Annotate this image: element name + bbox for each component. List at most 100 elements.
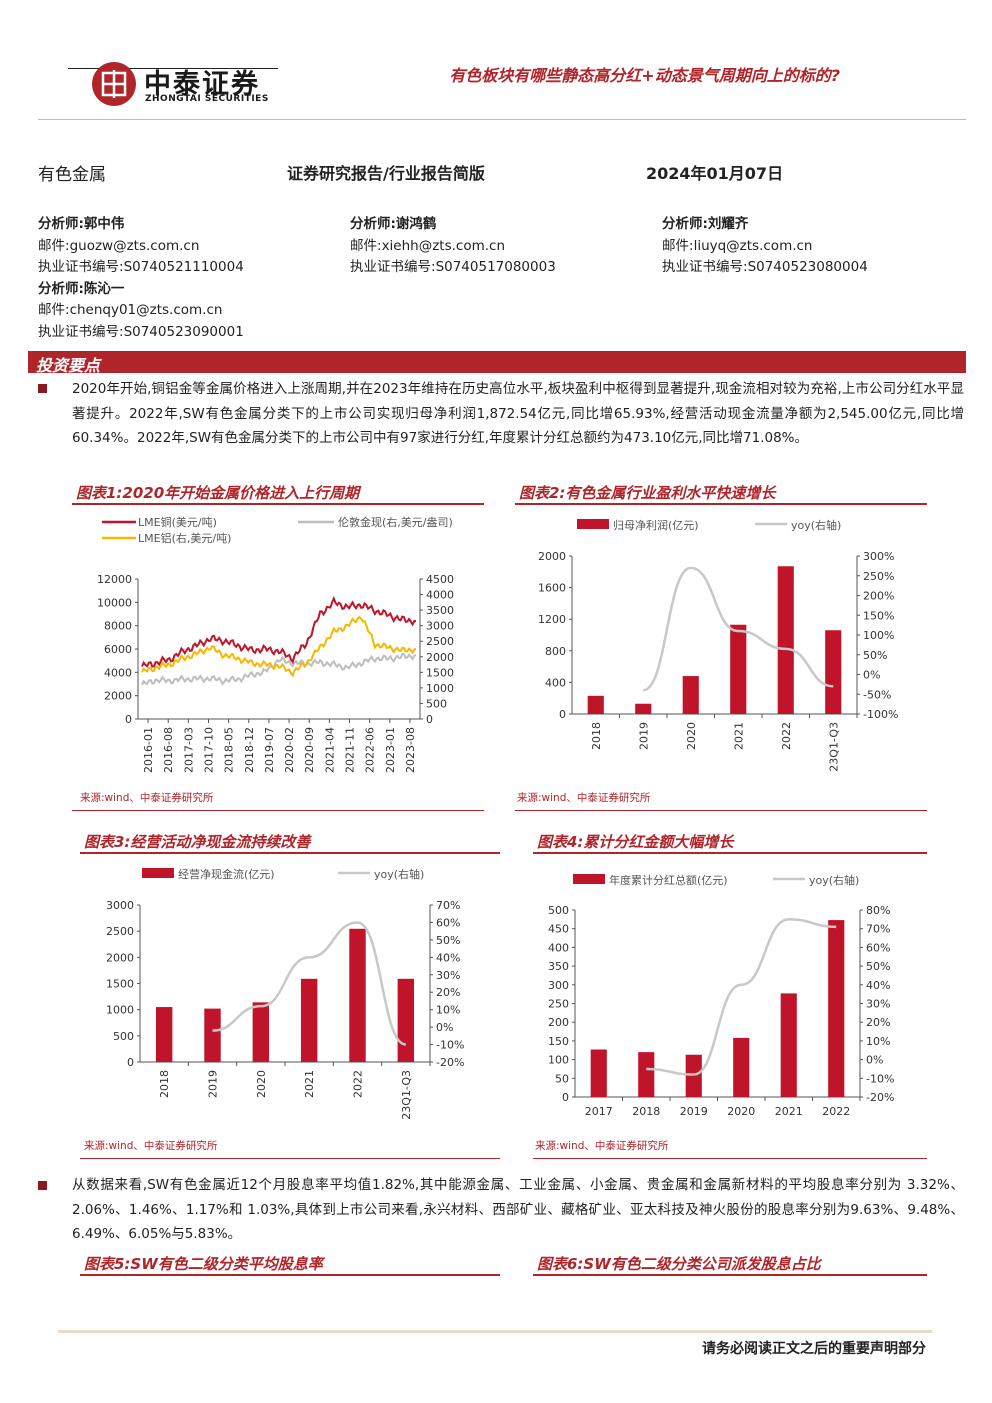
- bar: [733, 1037, 750, 1097]
- y-left-tick-label: 1500: [106, 978, 134, 991]
- y-left-tick-label: 500: [113, 1030, 134, 1043]
- bar: [204, 1008, 221, 1062]
- x-tick-label: 2018-12: [243, 727, 256, 773]
- y-left-tick-label: 800: [545, 645, 566, 658]
- analyst-email[interactable]: xiehh@zts.com.cn: [381, 237, 506, 254]
- x-tick-label: 2020-09: [303, 727, 316, 773]
- logo-subtext: ZHONGTAI SECURITIES: [145, 94, 269, 104]
- y-left-tick-label: 100: [548, 1054, 569, 1067]
- y-left-tick-label: 250: [548, 998, 569, 1011]
- analyst-name: 刘耀齐: [707, 216, 749, 232]
- bar: [590, 1049, 607, 1097]
- report-date: 2024年01月07日: [646, 164, 784, 183]
- analyst-card: 分析师:刘耀齐 邮件:liuyq@zts.com.cn 执业证书编号:S0740…: [662, 214, 868, 279]
- y-left-tick-label: 200: [548, 1016, 569, 1029]
- analyst-email[interactable]: liuyq@zts.com.cn: [693, 237, 813, 254]
- footer-disclaimer: 请务必阅读正文之后的重要声明部分: [702, 1341, 926, 1357]
- figure-title: 图表6:SW有色二级分类公司派发股息占比: [537, 1255, 821, 1273]
- legend-bar-label: 归母净利润(亿元): [613, 518, 699, 532]
- bar: [685, 1054, 702, 1097]
- y-right-tick-label: 150%: [863, 609, 894, 622]
- y-left-tick-label: 4000: [104, 666, 132, 679]
- x-tick-label: 2016-08: [162, 727, 175, 773]
- x-tick-label: 2023-08: [404, 727, 417, 773]
- x-tick-label: 2017: [585, 1105, 613, 1118]
- bar: [349, 928, 366, 1062]
- figure-bottom-rule: [515, 810, 927, 811]
- y-left-tick-label: 2000: [104, 690, 132, 703]
- y-left-tick-label: 450: [548, 923, 569, 936]
- y-left-tick-label: 400: [548, 941, 569, 954]
- figure-rule: [80, 1274, 500, 1276]
- analyst-email[interactable]: guozw@zts.com.cn: [69, 237, 200, 254]
- footer-rule: [58, 1330, 932, 1333]
- bar: [638, 1052, 655, 1097]
- analyst-email[interactable]: chenqy01@zts.com.cn: [69, 302, 223, 318]
- legend-bar-swatch: [577, 519, 609, 529]
- y-right-tick-label: 50%: [866, 960, 890, 973]
- legend-gold-label: 伦敦金现(右,美元/盎司): [338, 515, 453, 529]
- y-right-tick-label: 50%: [436, 934, 460, 947]
- bar: [682, 676, 699, 714]
- y-right-tick-label: 70%: [436, 899, 460, 912]
- y-right-tick-label: 200%: [863, 590, 894, 603]
- x-tick-label: 2021-11: [344, 727, 357, 773]
- y-left-tick-label: 0: [559, 708, 566, 721]
- bar: [155, 1007, 173, 1062]
- legend-aluminum-label: LME铝(右,美元/吨): [138, 531, 231, 545]
- chart-net-profit: 0 400 800 1200 1600 2000 -100% -50% 0% 50% 100% 150…: [538, 518, 898, 772]
- x-tick-label: 2021: [732, 722, 745, 750]
- legend-bar-label: 经营净现金流(亿元): [178, 867, 275, 881]
- chart-operating-cashflow: 0 500 1000 1500 2000 2500 3000 -20% -10% 0% 10% 20%…: [106, 867, 464, 1120]
- analyst-card: 分析师:郭中伟 邮件:guozw@zts.com.cn 执业证书编号:S0740…: [38, 214, 244, 343]
- y-left-tick-label: 2000: [106, 951, 134, 964]
- y-left-tick-label: 6000: [104, 643, 132, 656]
- y-left-tick-label: 8000: [104, 620, 132, 633]
- legend-line-label: yoy(右轴): [809, 873, 859, 887]
- sector-label: 有色金属: [38, 165, 106, 185]
- header-rule-top: [68, 68, 278, 69]
- y-right-tick-label: 20%: [866, 1016, 890, 1029]
- summary-paragraph: 2020年开始,铜铝金等金属价格进入上涨周期,并在2023年维持在历史高位水平,…: [72, 381, 964, 446]
- bar: [252, 1002, 270, 1062]
- x-tick-label: 2019: [207, 1070, 220, 1098]
- analyst-label: 分析师:: [38, 280, 84, 297]
- bar: [397, 978, 415, 1062]
- y-right-tick-label: 0%: [866, 1054, 883, 1067]
- y-right-tick-label: 250%: [863, 570, 894, 583]
- x-tick-label: 2020: [727, 1105, 755, 1118]
- x-tick-label: 2021: [775, 1105, 803, 1118]
- cert-label: 执业证书编号:: [662, 259, 748, 275]
- y-right-tick-label: -20%: [436, 1056, 464, 1069]
- report-title: 有色板块有哪些静态高分红+动态景气周期向上的标的?: [449, 66, 840, 85]
- logo-text: 中泰证券: [144, 69, 260, 100]
- y-left-tick-label: 2000: [538, 550, 566, 563]
- y-right-tick-label: -10%: [866, 1072, 894, 1085]
- y-right-tick-label: 2000: [426, 651, 454, 664]
- figure-source: 来源:wind、中泰证券研究所: [80, 792, 214, 804]
- y-right-tick-label: 40%: [866, 979, 890, 992]
- analyst-label: 分析师:: [662, 216, 708, 232]
- x-tick-label: 2022: [822, 1105, 850, 1118]
- x-tick-label: 2021-04: [323, 727, 336, 773]
- x-tick-label: 2018: [632, 1105, 660, 1118]
- x-tick-label: 2016-01: [142, 727, 155, 773]
- y-left-tick-label: 10000: [97, 596, 132, 609]
- cert-label: 执业证书编号:: [38, 259, 124, 275]
- x-tick-label: 2020: [685, 722, 698, 750]
- analyst-cert: S0740523090001: [123, 323, 244, 340]
- y-left-tick-label: 0: [562, 1091, 569, 1104]
- series-gold-line: [141, 652, 417, 686]
- bar: [777, 566, 794, 714]
- cert-label: 执业证书编号:: [38, 323, 124, 340]
- email-label: 邮件:: [350, 237, 382, 254]
- y-right-tick-label: 0: [426, 713, 433, 726]
- figure-bottom-rule: [533, 1158, 927, 1159]
- y-right-tick-label: 4500: [426, 573, 454, 586]
- y-left-tick-label: 300: [548, 979, 569, 992]
- yoy-line: [646, 918, 837, 1076]
- analyst-name: 谢鸿鹤: [395, 216, 437, 232]
- legend-line-label: yoy(右轴): [791, 518, 841, 532]
- bar: [730, 624, 747, 714]
- x-tick-label: 2018-05: [223, 727, 236, 773]
